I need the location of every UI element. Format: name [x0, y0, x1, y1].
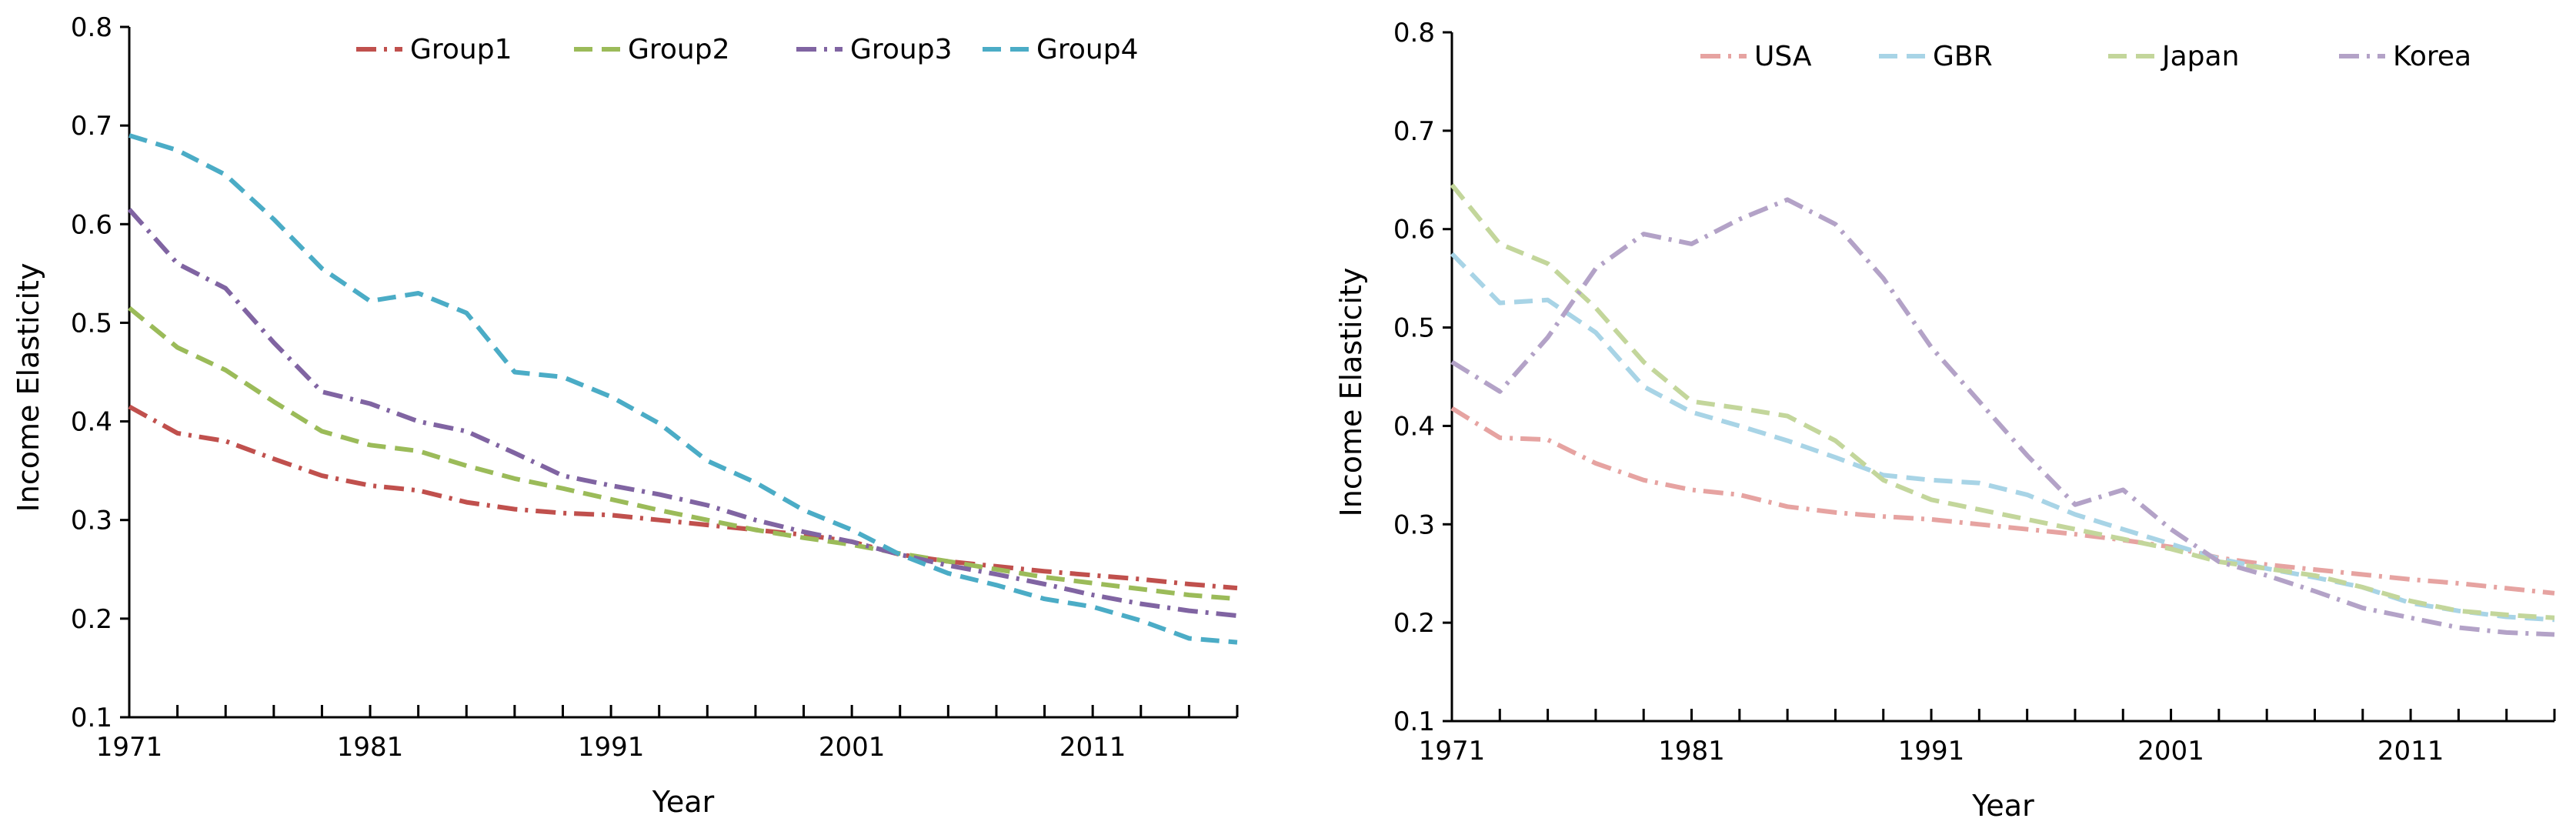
y-tick-label: 0.1: [1393, 706, 1435, 737]
legend-label-usa: USA: [1754, 41, 1812, 72]
x-tick-label: 1981: [1658, 736, 1725, 767]
y-tick-label: 0.8: [1393, 18, 1435, 48]
x-tick-label: 2011: [2377, 736, 2444, 767]
series-line-korea: [1450, 197, 2555, 637]
y-tick-label: 0.4: [1393, 411, 1435, 442]
y-tick-label: 0.2: [1393, 608, 1435, 639]
y-axis-title: Income Elasticity: [1334, 268, 1368, 517]
x-tick-label: 1991: [578, 732, 645, 763]
series-line-gbr: [1450, 252, 2555, 623]
y-tick-label: 0.3: [71, 506, 112, 536]
legend-label-group1: Group1: [410, 34, 512, 65]
legend-label-gbr: GBR: [1933, 41, 1993, 72]
x-tick-label: 2001: [819, 732, 886, 763]
legend-label-group4: Group4: [1036, 34, 1139, 65]
y-tick-label: 0.5: [71, 308, 112, 339]
legend-label-group3: Group3: [850, 34, 953, 65]
y-axis-title: Income Elasticity: [12, 263, 45, 513]
series-line-group4: [128, 133, 1238, 645]
x-tick-label: 1981: [337, 732, 404, 763]
series-line-group2: [128, 306, 1238, 602]
x-tick-label: 1971: [1419, 736, 1486, 767]
series-line-japan: [1450, 183, 2555, 620]
y-tick-label: 0.6: [71, 209, 112, 240]
legend-label-korea: Korea: [2393, 41, 2471, 72]
legend-label-japan: Japan: [2161, 41, 2239, 72]
legend-label-group2: Group2: [628, 34, 730, 65]
x-tick-label: 2011: [1059, 732, 1126, 763]
y-tick-label: 0.3: [1393, 509, 1435, 540]
y-tick-label: 0.5: [1393, 313, 1435, 344]
y-tick-label: 0.1: [71, 703, 112, 733]
x-tick-label: 2001: [2137, 736, 2204, 767]
x-tick-label: 1991: [1898, 736, 1965, 767]
series-line-group1: [128, 404, 1238, 591]
y-tick-label: 0.4: [71, 407, 112, 438]
chart-left-panel: 0.1 0.2 0.3 0.4 0.5 0.6 0.7 0.8 1971 1981 1991 2001…: [12, 12, 1239, 819]
y-tick-label: 0.7: [1393, 116, 1435, 147]
x-axis-title: Year: [1971, 789, 2034, 823]
x-axis-title: Year: [652, 785, 715, 819]
y-tick-label: 0.2: [71, 604, 112, 635]
y-tick-label: 0.6: [1393, 215, 1435, 245]
chart-right-panel: 0.1 0.2 0.3 0.4 0.5 0.6 0.7 0.8 1971 1981 1991 2001…: [1334, 18, 2556, 823]
y-tick-label: 0.8: [71, 12, 112, 43]
y-tick-label: 0.7: [71, 111, 112, 142]
x-tick-label: 1971: [96, 732, 163, 763]
series-line-usa: [1450, 406, 2555, 596]
